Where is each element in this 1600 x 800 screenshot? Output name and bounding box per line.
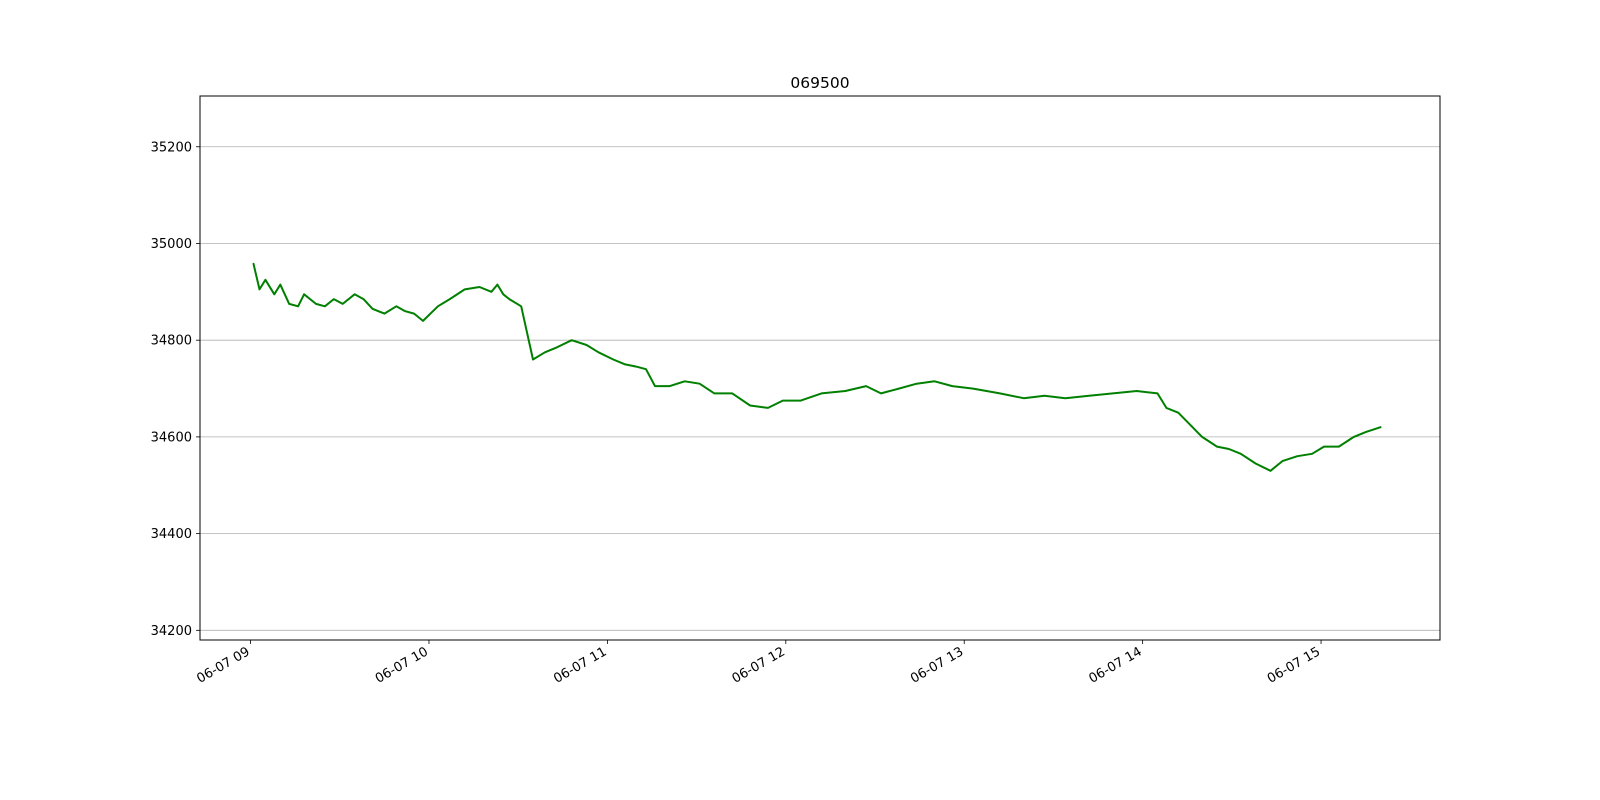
y-tick-label: 35000 xyxy=(151,237,192,252)
y-axis: 34200 34400 34600 34800 35000 35200 xyxy=(151,140,200,639)
y-tick-label: 34200 xyxy=(151,624,192,639)
price-line xyxy=(252,262,1382,472)
series-layer xyxy=(252,262,1382,472)
y-tick-label: 35200 xyxy=(151,140,192,155)
y-tick-label: 34600 xyxy=(151,430,192,445)
y-tick-label: 34800 xyxy=(151,334,192,349)
plot-frame xyxy=(199,95,1441,641)
y-tick-label: 34400 xyxy=(151,527,192,542)
chart-title: 069500 xyxy=(790,74,849,92)
grid-lines xyxy=(200,146,1440,631)
